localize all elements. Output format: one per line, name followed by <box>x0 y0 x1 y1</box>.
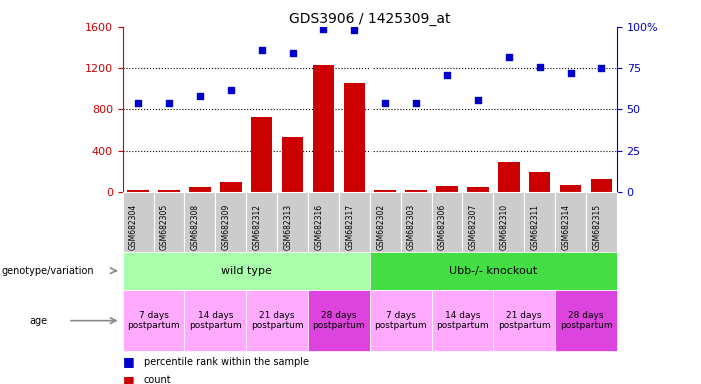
Point <box>287 50 298 56</box>
Text: GSM682312: GSM682312 <box>252 204 261 250</box>
Text: 7 days
postpartum: 7 days postpartum <box>374 311 427 330</box>
Text: GSM682305: GSM682305 <box>160 204 169 250</box>
Text: ■: ■ <box>123 374 135 384</box>
Text: 7 days
postpartum: 7 days postpartum <box>128 311 180 330</box>
Point <box>225 86 236 93</box>
Text: GSM682313: GSM682313 <box>284 204 292 250</box>
Text: GSM682307: GSM682307 <box>469 204 478 250</box>
Bar <box>405 190 427 192</box>
Text: GSM682302: GSM682302 <box>376 204 386 250</box>
Text: GSM682314: GSM682314 <box>562 204 571 250</box>
Point <box>503 53 515 60</box>
Bar <box>591 179 612 192</box>
Bar <box>282 137 304 192</box>
Bar <box>313 65 334 192</box>
Point <box>534 63 545 70</box>
Bar <box>220 182 242 192</box>
Bar <box>374 190 396 192</box>
Bar <box>189 187 211 192</box>
Point <box>318 25 329 31</box>
Bar <box>251 117 273 192</box>
Text: GSM682303: GSM682303 <box>407 204 416 250</box>
Text: GSM682315: GSM682315 <box>592 204 601 250</box>
Point <box>380 100 391 106</box>
Point <box>132 100 144 106</box>
Text: wild type: wild type <box>221 266 272 276</box>
Point <box>163 100 175 106</box>
Point <box>472 96 484 103</box>
Text: percentile rank within the sample: percentile rank within the sample <box>144 357 308 367</box>
Bar <box>559 185 581 192</box>
Text: GSM682308: GSM682308 <box>191 204 200 250</box>
Text: ■: ■ <box>123 355 135 368</box>
Text: GSM682304: GSM682304 <box>129 204 138 250</box>
Text: 14 days
postpartum: 14 days postpartum <box>189 311 242 330</box>
Bar <box>467 187 489 192</box>
Text: 21 days
postpartum: 21 days postpartum <box>498 311 550 330</box>
Title: GDS3906 / 1425309_at: GDS3906 / 1425309_at <box>289 12 451 26</box>
Point <box>256 47 267 53</box>
Text: GSM682310: GSM682310 <box>500 204 509 250</box>
Point <box>565 70 576 76</box>
Point <box>596 65 607 71</box>
Bar <box>498 162 519 192</box>
Point <box>348 27 360 33</box>
Text: GSM682316: GSM682316 <box>315 204 323 250</box>
Text: age: age <box>29 316 48 326</box>
Text: count: count <box>144 375 171 384</box>
Bar <box>158 190 180 192</box>
Bar <box>128 190 149 192</box>
Text: GSM682317: GSM682317 <box>346 204 354 250</box>
Bar <box>343 83 365 192</box>
Point <box>442 72 453 78</box>
Text: 28 days
postpartum: 28 days postpartum <box>559 311 612 330</box>
Point <box>194 93 205 99</box>
Text: 28 days
postpartum: 28 days postpartum <box>313 311 365 330</box>
Text: GSM682309: GSM682309 <box>222 204 231 250</box>
Text: genotype/variation: genotype/variation <box>1 266 94 276</box>
Point <box>411 100 422 106</box>
Text: GSM682306: GSM682306 <box>438 204 447 250</box>
Bar <box>529 172 550 192</box>
Text: GSM682311: GSM682311 <box>531 204 540 250</box>
Text: Ubb-/- knockout: Ubb-/- knockout <box>449 266 538 276</box>
Bar <box>436 186 458 192</box>
Text: 14 days
postpartum: 14 days postpartum <box>436 311 489 330</box>
Text: 21 days
postpartum: 21 days postpartum <box>251 311 304 330</box>
